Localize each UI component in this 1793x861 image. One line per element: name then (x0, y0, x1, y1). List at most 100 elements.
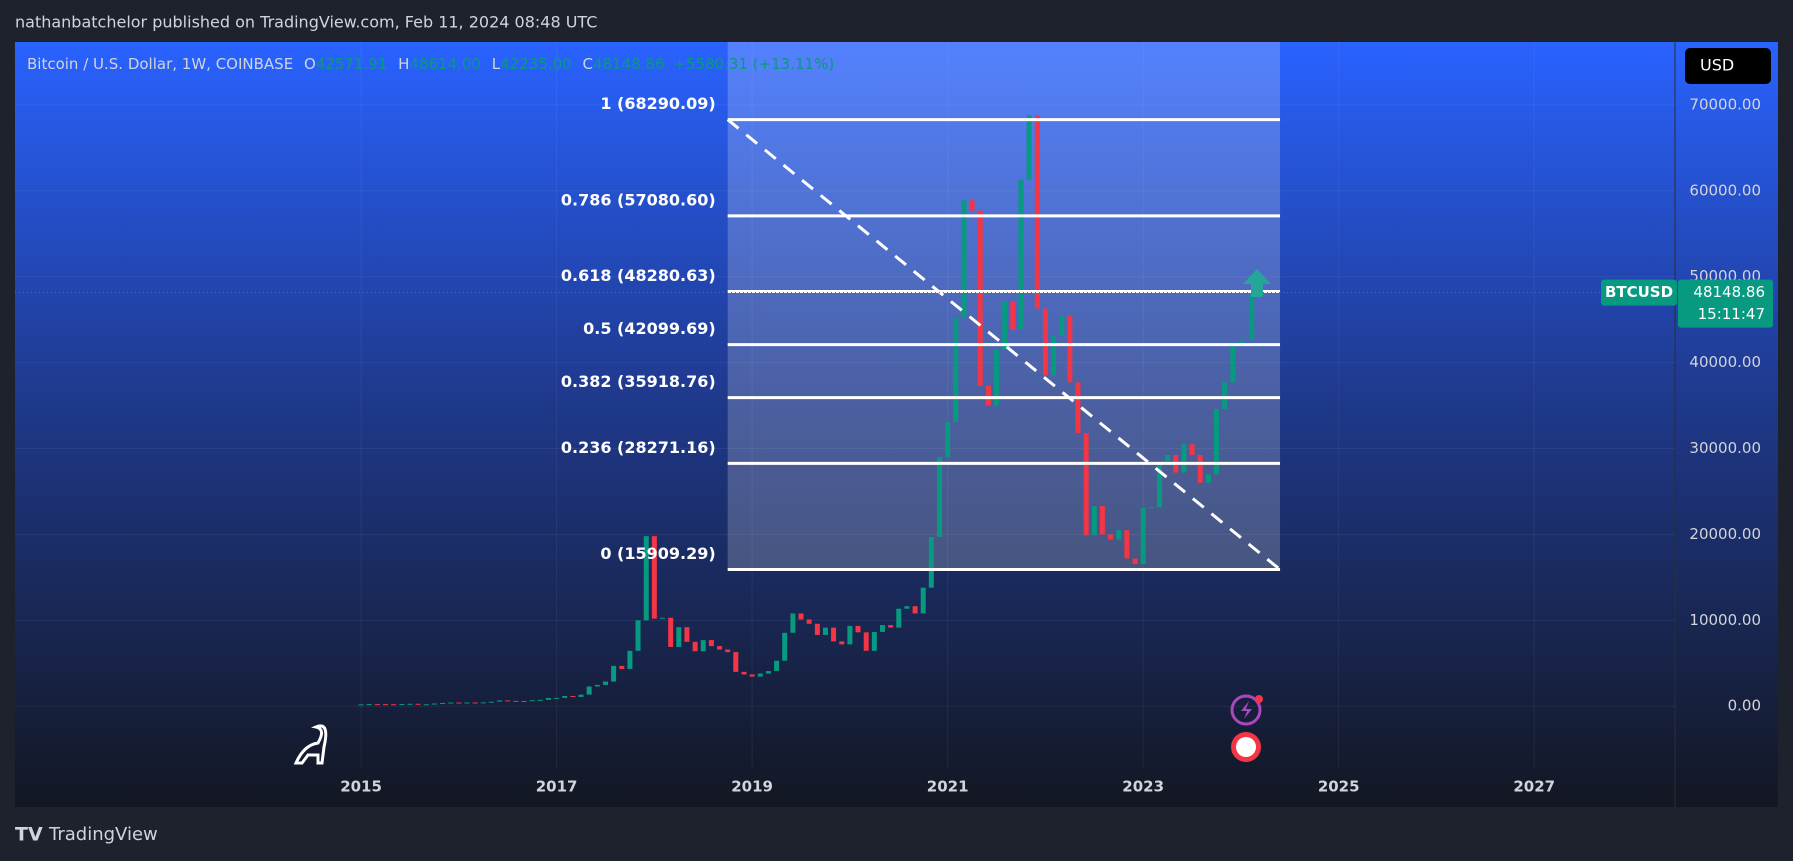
candle (391, 704, 397, 706)
candle (1083, 433, 1089, 536)
candle (472, 702, 478, 704)
candle (1165, 454, 1171, 462)
x-tick-label: 2023 (1122, 778, 1164, 796)
fib-label: 0.786 (57080.60) (561, 190, 716, 209)
candle (1026, 115, 1032, 180)
candle (879, 625, 885, 632)
candle (1034, 115, 1040, 309)
candle (937, 457, 943, 537)
candle (1189, 444, 1195, 455)
symbol-tag-text: BTCUSD (1605, 283, 1673, 301)
change: +5580.31 (+13.11%) (673, 55, 834, 73)
currency-button[interactable] (1685, 48, 1771, 84)
h-value: 48614.00 (409, 55, 481, 73)
candle (969, 200, 975, 211)
candle (1249, 292, 1255, 341)
fib-label: 0.618 (48280.63) (561, 266, 716, 285)
candle (383, 704, 389, 706)
price-tag-countdown: 15:11:47 (1698, 305, 1765, 323)
candle (545, 697, 551, 700)
candle (431, 703, 437, 705)
x-tick-label: 2025 (1318, 778, 1360, 796)
candle (1140, 507, 1146, 565)
candle (928, 536, 934, 588)
candle (741, 671, 747, 675)
candle (806, 619, 812, 624)
candle (684, 627, 690, 642)
candle (912, 606, 918, 614)
candle (888, 625, 894, 628)
y-tick-label: 40000.00 (1689, 353, 1761, 371)
candle (1230, 342, 1236, 383)
candle (374, 704, 380, 706)
candle (1116, 530, 1122, 540)
candle (798, 613, 804, 620)
candle (586, 686, 592, 695)
fib-label: 1 (68290.09) (600, 94, 715, 113)
candle (1067, 315, 1073, 383)
l-value: 42235.00 (500, 55, 572, 73)
candle (488, 701, 494, 703)
candle (847, 625, 853, 645)
candle (782, 632, 788, 661)
candle (619, 665, 625, 669)
y-tick-label: 30000.00 (1689, 439, 1761, 457)
candle (407, 703, 413, 705)
candle (1051, 335, 1057, 376)
candle (1091, 506, 1097, 536)
candle (839, 641, 845, 645)
candle (1108, 534, 1114, 540)
c-label: C (583, 55, 593, 73)
x-tick-label: 2019 (731, 778, 773, 796)
candle (1042, 308, 1048, 376)
candle (1010, 301, 1016, 330)
candle (953, 317, 959, 422)
candle (668, 617, 674, 647)
c-value: 48148.86 (593, 55, 665, 73)
candle (945, 421, 951, 458)
candle (994, 349, 1000, 406)
event-icon (1230, 694, 1262, 726)
candle (790, 613, 796, 633)
candle (871, 631, 877, 651)
price-tag (1678, 279, 1773, 328)
candle (733, 652, 739, 672)
candle (505, 700, 511, 702)
candle (676, 627, 682, 647)
x-tick-label: 2021 (927, 778, 969, 796)
event-dot (1255, 695, 1263, 703)
footer-logo: TV (15, 824, 43, 846)
legend: Bitcoin / U.S. Dollar, 1W, COINBASE O425… (27, 55, 834, 73)
fib-label: 0.5 (42099.69) (583, 319, 716, 338)
dino-logo (293, 724, 328, 765)
candle (578, 694, 584, 697)
candle (1132, 558, 1138, 565)
y-tick-label: 0.00 (1728, 697, 1761, 715)
candle (440, 702, 446, 704)
candle (627, 650, 633, 669)
y-tick-label: 60000.00 (1689, 181, 1761, 199)
candle (1124, 530, 1130, 559)
candle (456, 702, 462, 704)
candle (904, 606, 910, 609)
candle (659, 617, 665, 619)
fib-label: 0.236 (28271.16) (561, 438, 716, 457)
candle (513, 700, 519, 702)
candle (415, 703, 421, 705)
candle (863, 632, 869, 651)
h-label: H (398, 55, 409, 73)
candle (643, 536, 649, 621)
byline: nathanbatchelor published on TradingView… (15, 13, 597, 32)
candle (1222, 382, 1228, 409)
fib-label: 0.382 (35918.76) (561, 372, 716, 391)
candle (1238, 340, 1244, 343)
candle (1148, 507, 1154, 509)
y-tick-label: 70000.00 (1689, 95, 1761, 113)
candle (1002, 301, 1008, 350)
candle (920, 587, 926, 614)
icons (293, 694, 1263, 765)
candle (749, 674, 755, 677)
candle (757, 673, 763, 677)
